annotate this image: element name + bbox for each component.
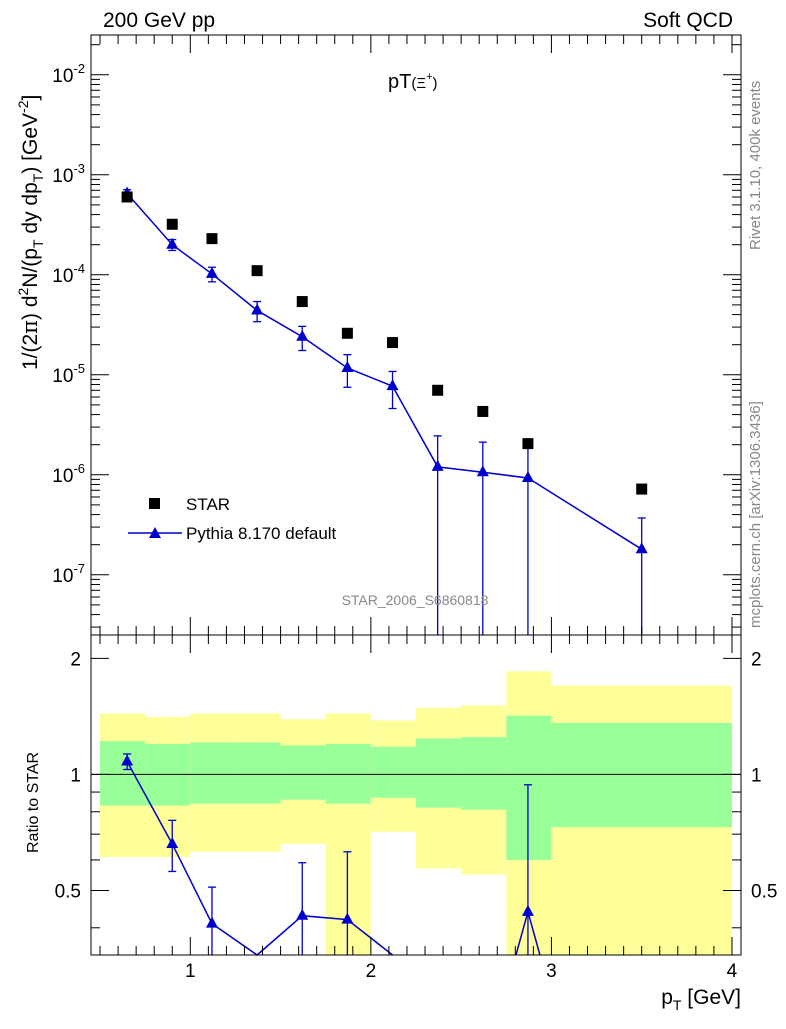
main-y-tick-label: 10-6 — [52, 461, 85, 487]
mc-point — [635, 542, 648, 554]
main-y-tick-label: 10-5 — [52, 361, 85, 387]
data-point — [477, 405, 489, 417]
mc-point — [205, 266, 218, 278]
mc-point — [251, 303, 264, 315]
ratio-band-inner — [416, 738, 462, 808]
ratio-y-tick-label-right: 0.5 — [751, 881, 777, 902]
ratio-band-inner — [235, 742, 281, 804]
ratio-band-inner — [190, 742, 236, 804]
ratio-y-tick-label-right: 2 — [751, 649, 762, 670]
rivet-label: Rivet 3.1.10, 400k events — [747, 81, 764, 250]
plot-title: pT(Ξ+) — [388, 71, 438, 93]
ratio-band-inner — [325, 743, 371, 804]
ratio-band-inner — [100, 741, 146, 806]
legend-data-marker — [149, 498, 160, 509]
data-point — [166, 218, 178, 230]
main-y-axis-label: 1/(2π) d2N/(pT dy dpT) [GeV-2] — [15, 95, 46, 370]
main-plot-frame — [90, 34, 742, 636]
data-point — [121, 191, 133, 203]
data-point — [522, 438, 534, 450]
data-point — [636, 483, 648, 495]
legend-data-label: STAR — [186, 495, 230, 514]
ratio-point — [166, 836, 179, 848]
header-left: 200 GeV pp — [103, 9, 215, 32]
x-axis-label: pT [GeV] — [661, 986, 741, 1013]
mc-point — [166, 237, 179, 249]
ratio-plot: 2 2 1 1 0.5 0.5 Ratio to STAR — [25, 634, 777, 956]
data-point — [341, 327, 353, 339]
x-tick-label: 3 — [546, 961, 557, 982]
legend-mc-label: Pythia 8.170 default — [186, 524, 337, 543]
data-point — [296, 296, 308, 308]
ratio-y-axis-label: Ratio to STAR — [25, 752, 42, 853]
legend: STAR Pythia 8.170 default — [128, 495, 337, 543]
x-tick-label: 4 — [727, 961, 738, 982]
ratio-point — [121, 754, 134, 766]
ratio-curve-segment — [527, 911, 541, 956]
ratio-y-tick-label: 1 — [70, 765, 81, 786]
data-point — [432, 384, 444, 396]
ratio-y-tick-label-right: 1 — [751, 765, 762, 786]
main-y-tick-label: 10-7 — [52, 561, 85, 587]
data-point — [387, 337, 399, 349]
ratio-plot-frame — [90, 634, 742, 956]
ratio-band-inner — [551, 722, 732, 828]
x-tick-label: 1 — [185, 961, 196, 982]
mc-point — [521, 470, 534, 482]
mc-point — [386, 379, 399, 391]
data-point — [251, 265, 263, 277]
ratio-point — [341, 912, 354, 924]
main-y-tick-label: 10-2 — [52, 61, 85, 87]
legend-mc-marker — [149, 527, 161, 538]
ratio-band-inner — [280, 745, 326, 800]
ratio-point — [521, 904, 534, 916]
main-y-tick-label: 10-4 — [52, 261, 85, 287]
ratio-point — [205, 916, 218, 928]
ratio-band-inner — [461, 737, 507, 810]
mc-point — [431, 459, 444, 471]
ratio-curve-segment — [515, 911, 529, 956]
ratio-y-tick-label: 2 — [70, 649, 81, 670]
main-plot: 10-2 10-3 10-4 10-5 10-6 10-7 pT(Ξ+) 1/(2π) d… — [15, 34, 742, 636]
ratio-point — [296, 908, 309, 920]
main-y-tick-label: 10-3 — [52, 161, 85, 187]
data-point — [206, 233, 218, 245]
mc-point — [296, 329, 309, 341]
mcplots-label: mcplots.cern.ch [arXiv:1306.3436] — [747, 401, 764, 628]
analysis-id: STAR_2006_S6860818 — [342, 592, 489, 608]
ratio-band-inner — [506, 715, 552, 860]
ratio-y-tick-label: 0.5 — [55, 881, 81, 902]
mc-point — [341, 360, 354, 372]
header-right: Soft QCD — [643, 9, 733, 32]
ratio-band-inner — [370, 746, 416, 798]
mc-point — [476, 465, 489, 477]
x-tick-label: 2 — [366, 961, 377, 982]
